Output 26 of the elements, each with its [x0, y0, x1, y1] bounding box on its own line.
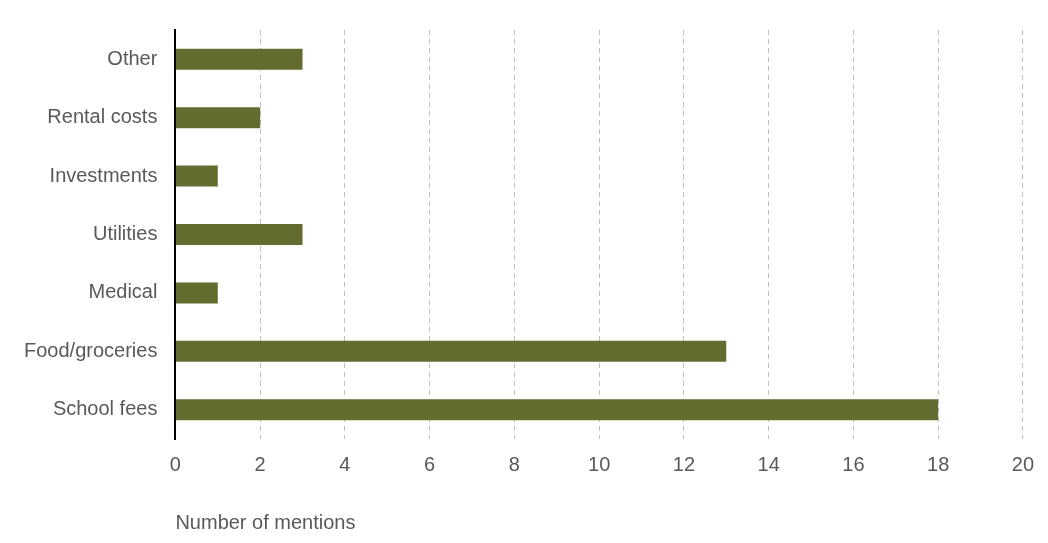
- bar: [175, 107, 261, 129]
- bar: [175, 165, 218, 187]
- y-tick-label: Utilities: [92, 222, 158, 245]
- y-tick-label: Investments: [49, 163, 158, 186]
- x-axis-title: Number of mentions: [175, 510, 356, 533]
- y-tick-label: Food/groceries: [23, 338, 158, 361]
- x-tick-label: 18: [927, 452, 950, 475]
- x-tick-label: 12: [672, 452, 696, 475]
- x-tick-label: 20: [1011, 452, 1034, 475]
- y-tick-label: School fees: [52, 397, 158, 420]
- bar: [175, 223, 303, 246]
- x-tick-label: 10: [588, 452, 611, 475]
- x-tick-label: 6: [424, 452, 436, 475]
- bar: [175, 48, 303, 70]
- x-tick-label: 14: [757, 452, 780, 475]
- x-tick-label: 2: [254, 452, 266, 475]
- bar: [175, 340, 727, 362]
- y-tick-label: Medical: [88, 280, 158, 303]
- y-tick-label: Other: [107, 46, 158, 69]
- x-tick-label: 0: [169, 452, 181, 475]
- bar: [175, 282, 218, 304]
- y-tick-label: Rental costs: [47, 105, 158, 128]
- x-tick-label: 16: [842, 452, 865, 475]
- x-tick-label: 4: [339, 452, 351, 475]
- bar: [175, 399, 939, 421]
- x-tick-label: 8: [508, 452, 520, 475]
